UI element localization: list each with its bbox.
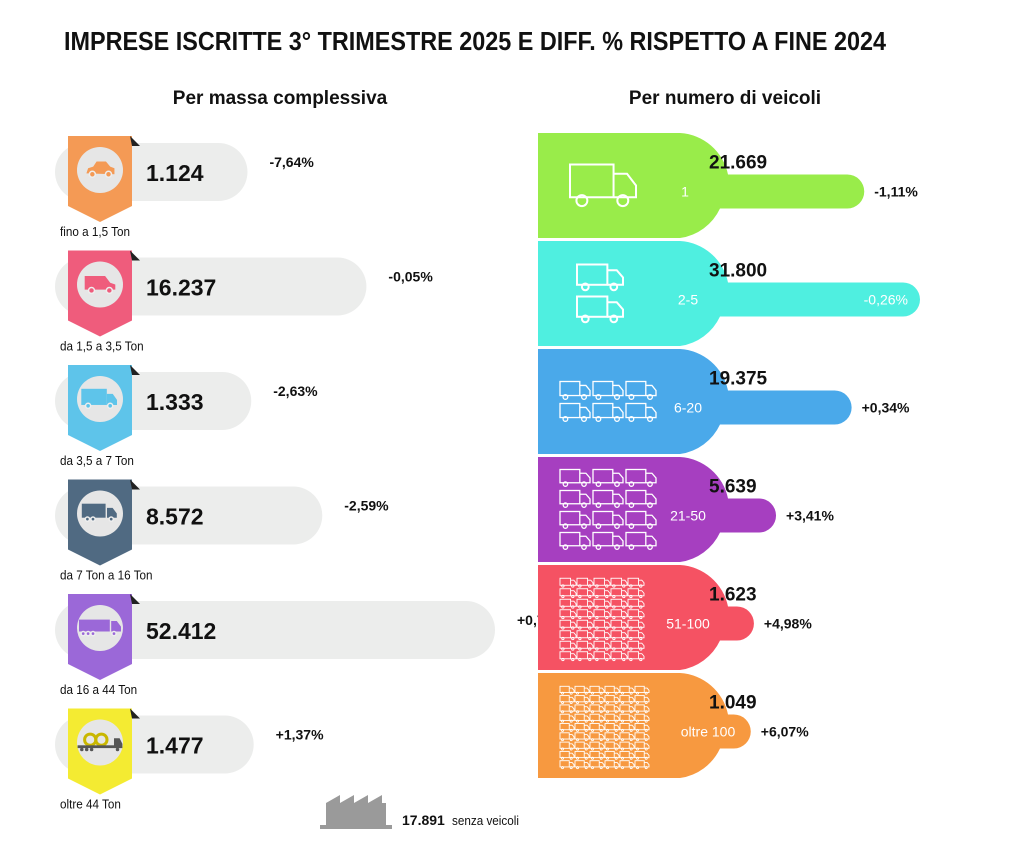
vehicles-pct: +3,41% bbox=[786, 508, 834, 524]
two-trucks-icon bbox=[576, 263, 624, 324]
vehicles-row: oltre 100 1.049+6,07% bbox=[538, 673, 809, 778]
badge-fold bbox=[130, 708, 140, 719]
mass-row: 1.333 -2,63% da 3,5 a 7 Ton bbox=[55, 365, 318, 468]
single-truck-icon bbox=[569, 163, 637, 208]
vehicles-category: 1 bbox=[681, 184, 689, 200]
mass-bar bbox=[55, 601, 495, 659]
vehicles-value: 21.669 bbox=[709, 153, 767, 174]
badge-fold bbox=[130, 594, 140, 604]
vehicles-category: 51-100 bbox=[666, 616, 710, 632]
no-vehicles-label: senza veicoli bbox=[452, 813, 519, 828]
badge-fold bbox=[130, 136, 140, 146]
vehicles-pct: -1,11% bbox=[874, 184, 918, 200]
vehicles-pct: -0,26% bbox=[864, 292, 908, 308]
mass-row: 52.412+0,78%da 16 a 44 Ton bbox=[55, 594, 565, 697]
mass-row: 8.572 -2,59% da 7 Ton a 16 Ton bbox=[55, 479, 389, 583]
right-heading: Per numero di veicoli bbox=[629, 88, 821, 109]
van-icon bbox=[84, 276, 116, 295]
heavy-transport-icon bbox=[77, 732, 123, 752]
mass-pct: -0,05% bbox=[388, 269, 433, 285]
vehicles-category: 6-20 bbox=[674, 400, 702, 416]
mass-value: 16.237 bbox=[146, 275, 216, 301]
factory-icon bbox=[326, 795, 386, 825]
vehicles-pct: +4,98% bbox=[764, 616, 812, 632]
no-vehicles-value: 17.891 bbox=[402, 812, 445, 828]
mass-pct: -2,63% bbox=[273, 383, 318, 399]
truck-icon bbox=[81, 503, 117, 522]
vehicles-value: 1.049 bbox=[709, 693, 757, 714]
vehicles-bar bbox=[538, 241, 921, 346]
truck-grid-small-icon bbox=[559, 380, 657, 422]
vehicles-pct: +6,07% bbox=[761, 724, 809, 740]
vehicles-category: 2-5 bbox=[678, 292, 698, 308]
vehicles-pct: +0,34% bbox=[862, 400, 910, 416]
mass-row: 1.477 +1,37% oltre 44 Ton bbox=[55, 708, 324, 812]
mass-value: 1.333 bbox=[146, 389, 204, 415]
car-icon bbox=[86, 161, 115, 178]
badge-fold bbox=[130, 250, 140, 261]
mass-pct: +1,37% bbox=[276, 727, 324, 743]
vehicles-category: oltre 100 bbox=[681, 724, 736, 740]
mass-category: fino a 1,5 Ton bbox=[60, 224, 130, 239]
mass-pct: -2,59% bbox=[344, 498, 389, 514]
vehicles-row: 6-20 19.375 +0,34% bbox=[538, 349, 910, 454]
vehicles-row: 51-100 1.623 +4,98% bbox=[538, 565, 812, 670]
mass-value: 1.477 bbox=[146, 733, 204, 759]
semi-truck-icon bbox=[79, 619, 121, 637]
left-heading: Per massa complessiva bbox=[173, 88, 388, 109]
vehicles-bar bbox=[538, 349, 852, 454]
no-vehicles-note: 17.891 senza veicoli bbox=[320, 795, 519, 829]
truck-grid-large-icon bbox=[559, 577, 645, 662]
vehicles-row: 21-505.639 +3,41% bbox=[538, 457, 834, 562]
mass-value: 1.124 bbox=[146, 160, 204, 186]
truck-grid-xlarge-icon bbox=[559, 685, 650, 770]
vehicles-category: 21-50 bbox=[670, 508, 706, 524]
mass-category: da 7 Ton a 16 Ton bbox=[60, 568, 153, 583]
factory-base bbox=[320, 825, 392, 829]
mass-row: 16.237 -0,05% da 1,5 a 3,5 Ton bbox=[55, 250, 433, 354]
mass-value: 8.572 bbox=[146, 504, 204, 530]
truck-grid-medium-icon bbox=[559, 468, 657, 550]
vehicles-row: 2-5 31.800 -0,26% bbox=[538, 241, 921, 346]
vehicles-value: 31.800 bbox=[709, 261, 767, 282]
vehicles-bar bbox=[538, 133, 865, 238]
badge-circle bbox=[77, 719, 123, 766]
mass-bar bbox=[55, 257, 367, 316]
vehicles-value: 1.623 bbox=[709, 585, 757, 606]
mass-category: da 1,5 a 3,5 Ton bbox=[60, 339, 144, 354]
mass-category: oltre 44 Ton bbox=[60, 797, 121, 812]
delivery-van-icon bbox=[81, 388, 117, 410]
vehicles-value: 19.375 bbox=[709, 369, 768, 390]
vehicles-row: 1 21.669 -1,11% bbox=[538, 133, 918, 238]
mass-row: 1.124 -7,64% fino a 1,5 Ton bbox=[55, 136, 314, 239]
mass-category: da 16 a 44 Ton bbox=[60, 682, 137, 697]
mass-category: da 3,5 a 7 Ton bbox=[60, 453, 134, 468]
vehicles-bar bbox=[538, 565, 754, 670]
mass-pct: -7,64% bbox=[269, 154, 314, 170]
page-title: IMPRESE ISCRITTE 3° TRIMESTRE 2025 E DIF… bbox=[64, 28, 886, 56]
badge-fold bbox=[130, 365, 140, 375]
vehicles-value: 5.639 bbox=[709, 477, 757, 498]
badge-fold bbox=[130, 479, 140, 490]
mass-value: 52.412 bbox=[146, 618, 216, 644]
